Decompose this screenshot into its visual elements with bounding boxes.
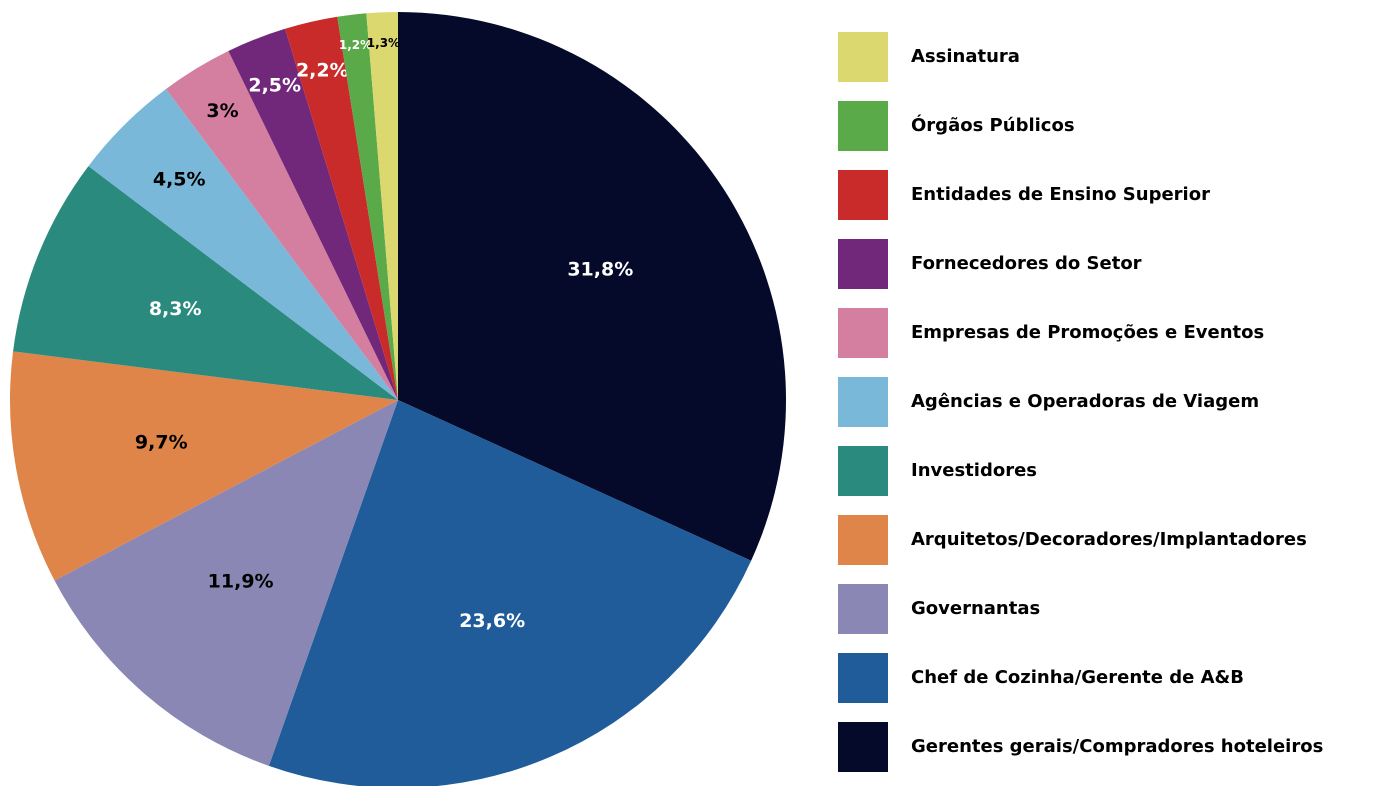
legend-label: Assinatura xyxy=(911,46,1020,67)
legend-label: Gerentes gerais/Compradores hoteleiros xyxy=(911,736,1323,757)
pie-slice xyxy=(398,12,786,561)
legend-label: Investidores xyxy=(911,460,1037,481)
legend-swatch xyxy=(838,722,888,772)
legend-swatch xyxy=(838,239,888,289)
slice-label: 2,5% xyxy=(248,74,301,96)
legend-swatch xyxy=(838,32,888,82)
legend-swatch xyxy=(838,584,888,634)
pie-slice xyxy=(13,166,398,400)
pie-slice xyxy=(285,16,398,401)
pie-slice xyxy=(9,351,398,581)
slice-label: 3% xyxy=(206,100,238,122)
legend-swatch xyxy=(838,170,888,220)
slice-label: 31,8% xyxy=(567,258,633,280)
pie-slice xyxy=(268,400,752,786)
pie-slice xyxy=(54,400,399,766)
legend-swatch xyxy=(838,446,888,496)
legend-label: Agências e Operadoras de Viagem xyxy=(911,391,1259,412)
legend-label: Fornecedores do Setor xyxy=(911,253,1142,274)
legend-label: Chef de Cozinha/Gerente de A&B xyxy=(911,667,1244,688)
slice-label: 4,5% xyxy=(153,168,206,190)
legend-swatch xyxy=(838,653,888,703)
legend-swatch xyxy=(838,101,888,151)
slice-label: 23,6% xyxy=(459,610,525,632)
slice-label: 2,2% xyxy=(296,60,349,82)
pie-slice xyxy=(228,28,398,401)
pie-slice xyxy=(166,51,398,400)
pie-slice xyxy=(337,13,398,401)
legend-label: Arquitetos/Decoradores/Implantadores xyxy=(911,529,1307,550)
legend-label: Órgãos Públicos xyxy=(911,114,1075,136)
slice-label: 1,2% xyxy=(339,38,372,52)
slice-label: 8,3% xyxy=(149,298,202,320)
legend-label: Governantas xyxy=(911,598,1040,619)
legend-swatch xyxy=(838,377,888,427)
legend-label: Empresas de Promoções e Eventos xyxy=(911,322,1264,343)
legend-swatch xyxy=(838,515,888,565)
slice-label: 1,3% xyxy=(367,36,400,50)
slice-label: 11,9% xyxy=(208,570,274,592)
legend-swatch xyxy=(838,308,888,358)
legend-label: Entidades de Ensino Superior xyxy=(911,184,1210,205)
pie-slice xyxy=(366,12,398,400)
pie-slice xyxy=(88,88,399,401)
slice-label: 9,7% xyxy=(135,431,188,453)
